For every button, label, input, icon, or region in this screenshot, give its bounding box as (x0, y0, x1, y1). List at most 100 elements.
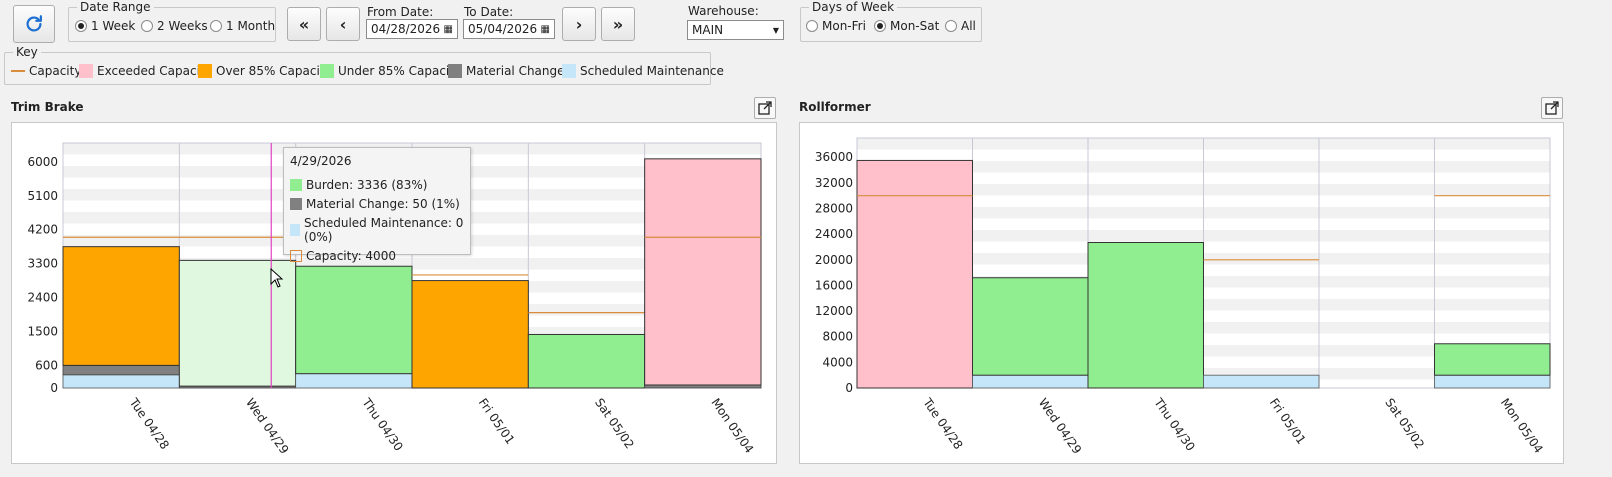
radio-all-indicator[interactable] (945, 20, 957, 32)
bar-burden (1087, 241, 1204, 389)
radio-1-week-indicator[interactable] (75, 20, 87, 32)
tooltip-text: Scheduled Maintenance: 0 (0%) (304, 216, 464, 244)
y-tick-label: 1500 (27, 324, 58, 338)
key-under85-swatch (320, 64, 334, 78)
key-exceeded-swatch (79, 64, 93, 78)
key-exceeded: Exceeded Capacity (79, 64, 212, 78)
radio-mon-fri-label: Mon-Fri (822, 19, 866, 33)
radio-mon-sat-indicator[interactable] (874, 20, 886, 32)
radio-1-month-label: 1 Month (226, 19, 276, 33)
x-tick-label: Tue 04/28 (126, 395, 172, 452)
bar-burden (411, 280, 529, 389)
calendar-icon[interactable]: ▦ (540, 23, 550, 35)
key-exceeded-label: Exceeded Capacity (97, 64, 212, 78)
y-tick-label: 36000 (815, 150, 853, 164)
from-date-picker[interactable]: 04/28/2026 ▦ (366, 19, 458, 39)
y-tick-label: 600 (35, 358, 58, 372)
y-tick-label: 12000 (815, 304, 853, 318)
bar-burden (972, 277, 1089, 376)
open-external-icon (1545, 101, 1559, 115)
tooltip-swatch (290, 224, 301, 236)
y-tick-label: 24000 (815, 227, 853, 241)
radio-1-month-indicator[interactable] (210, 20, 222, 32)
bar-burden (1434, 343, 1551, 376)
bar-maintenance (972, 374, 1089, 389)
radio-2-weeks-indicator[interactable] (141, 20, 153, 32)
key-over85-label: Over 85% Capacity (216, 64, 332, 78)
key-legend: Key (16, 45, 38, 59)
radio-all-label: All (961, 19, 976, 33)
key-over85: Over 85% Capacity (198, 64, 332, 78)
radio-mon-sat[interactable]: Mon-Sat (874, 19, 939, 33)
bar-burden (527, 333, 646, 389)
x-tick-label: Sat 05/02 (1382, 396, 1427, 452)
y-tick-label: 5100 (27, 189, 58, 203)
calendar-icon[interactable]: ▦ (443, 23, 453, 35)
x-tick-label: Wed 04/29 (1036, 396, 1084, 457)
double-chevron-left-icon: « (298, 14, 310, 34)
y-tick-label: 16000 (815, 278, 853, 292)
bar-maintenance (1434, 374, 1551, 389)
from-date-value: 04/28/2026 (371, 22, 441, 36)
expand-trim-brake-button[interactable] (754, 97, 776, 119)
chevron-down-icon[interactable]: ▼ (772, 25, 779, 35)
warehouse-label: Warehouse: (688, 4, 759, 18)
key-over85-swatch (198, 64, 212, 78)
x-tick-label: Mon 05/04 (708, 396, 756, 456)
expand-rollformer-button[interactable] (1541, 97, 1563, 119)
bar-maintenance (62, 374, 180, 389)
chart-frame-rollformer: 0 4000 8000 12000 16000 20000 24000 28000 32000 3… (799, 122, 1564, 464)
warehouse-select[interactable]: MAIN ▼ (687, 20, 784, 40)
first-period-button[interactable]: « (287, 7, 321, 41)
y-tick-label: 4200 (27, 223, 58, 237)
tooltip-date: 4/29/2026 (290, 154, 352, 168)
y-tick-label: 2400 (27, 291, 58, 305)
x-tick-label: Wed 04/29 (243, 396, 291, 457)
previous-period-button[interactable]: ‹ (326, 7, 360, 41)
refresh-button[interactable] (13, 5, 55, 43)
chart-title-rollformer: Rollformer (799, 100, 871, 114)
bar-burden (295, 265, 413, 375)
x-tick-label: Tue 04/28 (920, 395, 966, 452)
key-capacity: Capacity (11, 64, 81, 78)
radio-mon-fri-indicator[interactable] (806, 20, 818, 32)
y-tick-label: 4000 (822, 355, 853, 369)
x-tick-label: Thu 04/30 (1151, 395, 1198, 454)
tooltip-text: Capacity: 4000 (306, 249, 396, 263)
y-tick-label: 3300 (27, 257, 58, 271)
tooltip-swatch (290, 198, 302, 210)
chart-frame-trim-brake: 0 600 1500 2400 3300 4200 5100 6000 Tue 04/28 Wed… (11, 122, 777, 464)
bar-material-change (62, 364, 180, 376)
y-tick-label: 28000 (815, 202, 853, 216)
y-tick-label: 32000 (815, 176, 853, 190)
x-tick-label: Fri 05/01 (476, 396, 518, 447)
double-chevron-right-icon: » (612, 14, 624, 34)
bar-burden (62, 246, 180, 366)
tooltip-row-burden: Burden: 3336 (83%) (290, 178, 464, 192)
key-under85-label: Under 85% Capacity (338, 64, 462, 78)
radio-1-month[interactable]: 1 Month (210, 19, 275, 33)
chart-title-trim-brake: Trim Brake (11, 100, 84, 114)
y-tick-label: 8000 (822, 330, 853, 344)
key-material-swatch (448, 64, 462, 78)
date-range-group: Date Range (68, 0, 276, 42)
chevron-right-icon: › (575, 14, 583, 34)
radio-1-week[interactable]: 1 Week (75, 19, 135, 33)
radio-2-weeks[interactable]: 2 Weeks (141, 19, 208, 33)
last-period-button[interactable]: » (601, 7, 635, 41)
to-date-picker[interactable]: 05/04/2026 ▦ (463, 19, 555, 39)
key-maintenance-swatch (562, 64, 576, 78)
next-period-button[interactable]: › (562, 7, 596, 41)
radio-all[interactable]: All (945, 19, 976, 33)
bar-burden (644, 158, 762, 386)
from-date-label: From Date: (367, 5, 434, 19)
tooltip-row-maintenance: Scheduled Maintenance: 0 (0%) (290, 216, 464, 244)
tooltip-swatch (290, 179, 302, 191)
radio-mon-fri[interactable]: Mon-Fri (806, 19, 866, 33)
key-maintenance: Scheduled Maintenance (562, 64, 724, 78)
date-range-legend: Date Range (80, 0, 151, 14)
hover-tooltip: 4/29/2026 Burden: 3336 (83%) Material Ch… (283, 147, 471, 263)
key-capacity-swatch (11, 70, 25, 72)
key-under85: Under 85% Capacity (320, 64, 461, 78)
x-tick-label: Thu 04/30 (359, 395, 406, 454)
